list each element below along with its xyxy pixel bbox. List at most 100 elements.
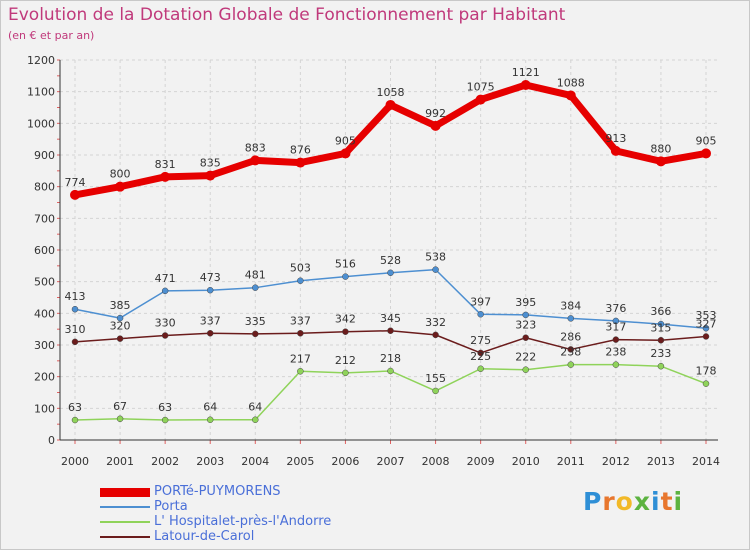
data-label: 64 (248, 401, 262, 414)
data-point (116, 314, 124, 322)
data-label: 337 (290, 314, 311, 327)
data-point (71, 338, 79, 346)
data-point (115, 181, 126, 192)
data-point (567, 346, 575, 353)
data-point (477, 311, 484, 318)
data-point (612, 361, 620, 368)
data-label: 345 (380, 312, 401, 325)
data-point (522, 311, 529, 319)
data-point (432, 331, 439, 339)
data-label: 413 (65, 290, 86, 303)
logo-letter: o (615, 487, 634, 516)
data-point (295, 157, 306, 168)
x-tick-label: 2014 (692, 455, 720, 468)
data-label: 238 (605, 346, 626, 359)
data-point (160, 171, 171, 182)
data-label: 384 (560, 299, 581, 312)
data-point (206, 416, 214, 423)
y-tick-label: 300 (34, 339, 55, 352)
data-label: 225 (470, 350, 491, 363)
legend-label: L' Hospitalet-près-l'Andorre (154, 514, 332, 529)
y-tick-label: 700 (34, 212, 55, 225)
x-tick-label: 2013 (647, 455, 675, 468)
y-tick-label: 900 (34, 149, 55, 162)
data-point (206, 286, 214, 294)
legend-label: Porta (154, 499, 188, 514)
data-label: 528 (380, 254, 401, 267)
x-tick-label: 2009 (467, 455, 495, 468)
data-label: 63 (68, 401, 82, 414)
data-label: 473 (200, 271, 221, 284)
data-label: 315 (650, 321, 671, 334)
data-point (70, 189, 80, 200)
data-label: 217 (290, 352, 311, 365)
data-point (342, 369, 349, 377)
data-point (612, 336, 620, 343)
data-point (252, 284, 259, 291)
data-point (477, 349, 484, 357)
legend-swatch (100, 521, 150, 523)
data-label: 335 (245, 315, 266, 328)
data-label: 800 (110, 168, 131, 181)
data-label: 503 (290, 262, 311, 275)
data-point (205, 170, 216, 181)
data-point (567, 315, 575, 322)
data-point (657, 320, 665, 328)
data-point (520, 80, 531, 91)
y-tick-label: 800 (34, 181, 55, 194)
x-tick-label: 2011 (557, 455, 585, 468)
y-tick-label: 400 (34, 307, 55, 320)
data-label: 913 (605, 132, 626, 145)
data-point (430, 120, 441, 131)
data-point (71, 305, 79, 313)
data-label: 222 (515, 351, 536, 364)
data-point (250, 155, 261, 166)
data-point (116, 335, 124, 342)
data-label: 385 (110, 299, 131, 312)
data-point (342, 273, 349, 280)
data-point (387, 327, 394, 334)
data-point (702, 380, 710, 387)
logo-letter: P (583, 487, 603, 516)
data-point (297, 277, 304, 284)
y-tick-label: 0 (48, 434, 55, 447)
y-tick-label: 1200 (27, 54, 55, 67)
line-chart: 0 100 200 300 400 500 600 700 800 900 1000 1100 1200… (27, 54, 720, 468)
data-point (702, 333, 710, 340)
data-label: 1058 (377, 86, 405, 99)
x-tick-label: 2002 (151, 455, 179, 468)
data-label: 835 (200, 157, 221, 170)
logo-letter: t (660, 487, 674, 516)
x-tick-label: 2001 (106, 455, 134, 468)
data-point (612, 317, 620, 325)
data-label: 327 (696, 317, 717, 330)
data-point (206, 330, 214, 337)
data-label: 883 (245, 141, 266, 154)
x-tick-label: 2008 (422, 455, 450, 468)
data-label: 63 (158, 401, 172, 414)
x-tick-label: 2003 (196, 455, 224, 468)
data-label: 774 (65, 176, 86, 189)
data-point (161, 416, 169, 424)
data-point (252, 416, 259, 423)
proxiti-logo: Proxiti (583, 487, 683, 516)
data-label: 1088 (557, 76, 585, 89)
data-point (387, 269, 394, 277)
data-label: 1075 (467, 81, 495, 94)
data-point (297, 368, 304, 375)
data-label: 212 (335, 354, 356, 367)
x-tick-label: 2010 (512, 455, 540, 468)
legend-swatch (100, 536, 150, 538)
x-tick-label: 2005 (286, 455, 314, 468)
data-point (161, 287, 169, 295)
y-tick-label: 1100 (27, 86, 55, 99)
data-label: 286 (560, 330, 581, 343)
logo-letter: x (633, 487, 651, 516)
data-label: 218 (380, 352, 401, 365)
data-point (702, 324, 710, 332)
data-point (655, 156, 666, 167)
chart-subtitle: (en € et par an) (8, 29, 95, 42)
logo-letter: r (602, 487, 616, 516)
data-point (387, 367, 394, 375)
y-tick-label: 100 (34, 402, 55, 415)
